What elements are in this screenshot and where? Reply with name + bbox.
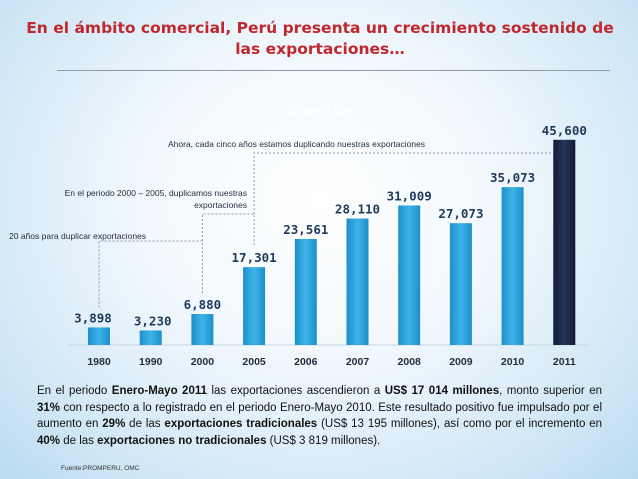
tick-label-1980: 1980 <box>87 356 111 368</box>
bar-2000 <box>191 314 214 345</box>
bar-2007 <box>346 218 369 345</box>
bar-2006 <box>294 238 317 345</box>
body-text-segment: , monto superior en <box>499 385 602 397</box>
value-label-2000: 6,880 <box>184 297 222 312</box>
bar-2010 <box>501 187 524 345</box>
source-note: Fuente:PROMPERU, OMC <box>61 465 140 472</box>
body-text-bold: 40% <box>37 434 61 447</box>
bars-layer <box>88 139 576 345</box>
bar-1980 <box>88 327 110 345</box>
tick-labels-layer: 1980 1990 2000 2005 2006 2007 2008 2009 2010 2011 <box>87 356 576 368</box>
value-label-2005: 17,301 <box>232 250 277 265</box>
body-text-bold: exportaciones no tradicionales <box>97 434 267 447</box>
slide-title: En el ámbito comercial, Perú presenta un… <box>26 19 614 58</box>
tick-label-2007: 2007 <box>346 356 370 368</box>
value-label-2011: 45,600 <box>542 123 587 138</box>
annotation-text-2005-2011: Ahora, cada cinco años estamos duplicand… <box>168 139 425 149</box>
tick-label-2010: 2010 <box>501 356 525 368</box>
annotation-bracket-1980-2000 <box>98 240 203 308</box>
value-label-1990: 3,230 <box>134 313 172 328</box>
tick-label-2011: 2011 <box>553 356 576 368</box>
chart-title: Chart Title <box>288 103 352 118</box>
bar-2011 <box>553 139 576 345</box>
value-labels-layer: 3,898 3,230 6,880 17,301 23,561 28,110 31,009 2… <box>74 123 587 329</box>
body-text-bold: 31% <box>37 401 61 414</box>
value-label-2006: 23,561 <box>283 222 328 237</box>
body-text-bold: exportaciones tradicionales <box>164 418 318 431</box>
annotation-bracket-2000-2005 <box>201 213 255 248</box>
tick-label-2009: 2009 <box>449 356 473 368</box>
body-text-segment: de las <box>125 418 165 431</box>
body-text-segment: de las <box>60 434 98 447</box>
body-paragraph: En el periodo Enero-Mayo 2011 las export… <box>37 383 602 449</box>
value-label-2010: 35,073 <box>490 170 535 185</box>
tick-label-2000: 2000 <box>191 356 215 368</box>
annotation-text-1980-2000: 20 años para duplicar exportaciones <box>9 231 146 241</box>
body-text-bold: 29% <box>102 418 126 431</box>
tick-label-1990: 1990 <box>139 356 163 368</box>
title-divider <box>57 70 610 71</box>
value-label-1980: 3,898 <box>74 310 112 325</box>
value-label-2009: 27,073 <box>438 206 483 221</box>
annotation-text-2000-2005-line2: exportaciones <box>194 200 247 210</box>
bar-1990 <box>139 330 162 345</box>
body-text-segment: (US$ 3 819 millones). <box>266 434 381 447</box>
bar-2005 <box>243 267 266 345</box>
body-text-bold: US$ 17 014 millones <box>384 385 500 397</box>
tick-label-2008: 2008 <box>398 356 422 368</box>
value-label-2007: 28,110 <box>335 202 380 217</box>
body-text-segment: las exportaciones ascendieron a <box>207 385 385 397</box>
value-label-2008: 31,009 <box>387 188 432 203</box>
annotation-bracket-2005-2011 <box>253 152 565 214</box>
annotation-text-2000-2005-line1: En el periodo 2000 – 2005, duplicamos nu… <box>65 188 247 198</box>
tick-label-2005: 2005 <box>242 356 266 368</box>
exports-bar-chart: Chart Title 20 años para duplicar export… <box>9 103 590 368</box>
body-text-bold: Enero-Mayo 2011 <box>111 385 208 397</box>
bar-2009 <box>449 223 472 345</box>
body-text-segment: En el periodo <box>37 385 112 397</box>
bar-2008 <box>398 205 421 345</box>
body-text-segment: (US$ 13 195 millones), así como por el i… <box>317 418 602 431</box>
body-text-segment: con respecto a lo registrado en el perio… <box>37 401 602 431</box>
annotation-layer: 20 años para duplicar exportaciones En el… <box>9 139 565 308</box>
tick-label-2006: 2006 <box>294 356 318 368</box>
